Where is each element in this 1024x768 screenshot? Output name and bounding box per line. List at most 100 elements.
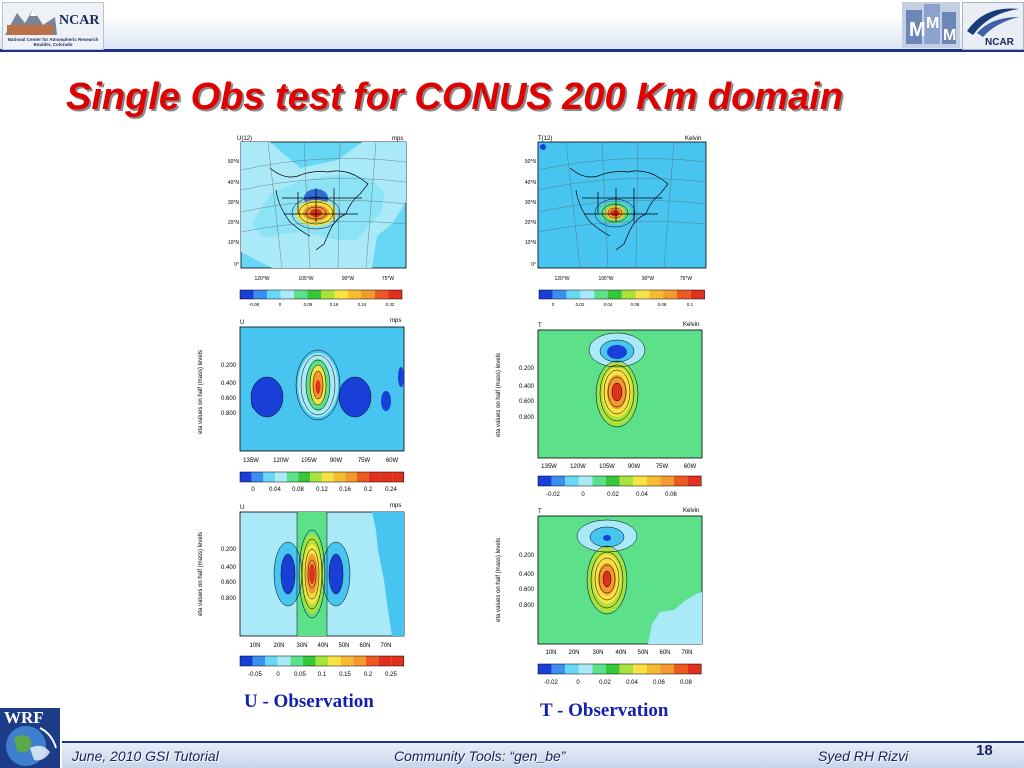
y-tick-label: 20°N <box>228 220 240 226</box>
y-tick-label: 0° <box>531 262 536 268</box>
t-observation-caption: T - Observation <box>540 700 669 721</box>
x-tick-label: 105°W <box>598 276 613 282</box>
y-tick-label: 30°N <box>525 200 537 206</box>
panel-units-label: mps <box>390 318 401 324</box>
colorbar-label: 0.1 <box>318 672 327 678</box>
slide-header <box>0 0 1024 52</box>
colorbar-label: 0 <box>576 680 580 686</box>
colorbar-label: 0.25 <box>385 672 397 678</box>
y-tick-label: 50°N <box>525 159 537 165</box>
u-lat-section-panel: U mps eta values on half (mass) levels 0… <box>192 500 412 682</box>
y-tick-label: 0.200 <box>519 366 535 372</box>
x-tick-label: 120W <box>570 464 586 470</box>
svg-text:M: M <box>909 19 926 41</box>
t-lat-section-figure: T Kelvin eta values on half (mass) level… <box>496 508 703 686</box>
x-tick-label: 60N <box>359 643 370 649</box>
x-tick-label: 75W <box>358 458 371 464</box>
y-axis-label: eta values on half (mass) levels <box>198 350 204 434</box>
footer-left-text: June, 2010 GSI Tutorial <box>72 748 219 764</box>
x-tick-label: 40N <box>615 650 626 656</box>
colorbar-label: 0.32 <box>386 302 395 307</box>
colorbar-label: 0.08 <box>292 487 304 493</box>
swoosh-icon <box>967 8 1019 37</box>
colorbar-label: 0.24 <box>385 487 397 493</box>
x-tick-label: 50N <box>637 650 648 656</box>
map-graticule <box>537 141 707 269</box>
colorbar-label: 0.2 <box>364 487 373 493</box>
colorbar-label: 0.08 <box>304 302 313 307</box>
svg-text:M: M <box>943 27 956 44</box>
y-tick-label: 0.400 <box>221 381 237 387</box>
positive-core-max <box>612 383 622 401</box>
contour-lines <box>250 349 372 421</box>
colorbar-label: 0.06 <box>665 492 677 498</box>
x-tick-label: 10N <box>249 643 260 649</box>
x-tick-label: 75°W <box>680 276 693 282</box>
panel-units-label: mps <box>392 136 403 142</box>
colorbar-label: 0 <box>581 492 585 498</box>
y-axis-label: eta values on half (mass) levels <box>496 353 502 437</box>
page-number: 18 <box>976 742 993 759</box>
y-tick-label: 0.600 <box>519 587 535 593</box>
colorbar-label: 0.04 <box>626 680 638 686</box>
x-tick-label: 120°W <box>554 276 569 282</box>
y-tick-label: 0.800 <box>221 596 237 602</box>
footer-right-text: Syed RH Rizvi <box>818 748 909 764</box>
x-tick-label: 30N <box>296 643 307 649</box>
slide-title: Single Obs test for CONUS 200 Km domain <box>66 76 844 118</box>
negative-core-min <box>603 535 611 541</box>
svg-text:M: M <box>926 15 939 32</box>
x-tick-label: 10N <box>545 650 556 656</box>
t-lon-section-panel: T Kelvin eta values on half (mass) level… <box>490 318 710 500</box>
y-tick-label: 40°N <box>525 180 537 186</box>
colorbar-label: 0.16 <box>339 487 351 493</box>
x-tick-label: 135W <box>243 458 259 464</box>
x-tick-label: 70N <box>380 643 391 649</box>
positive-core-max <box>603 571 611 587</box>
mountain-icon <box>5 9 57 35</box>
x-tick-label: 90°W <box>342 276 355 282</box>
mmm-icon: M M M <box>902 2 960 48</box>
y-tick-label: 0.200 <box>221 547 237 553</box>
positive-core-max <box>315 380 321 394</box>
x-tick-label: 60N <box>659 650 670 656</box>
x-tick-label: 120W <box>273 458 289 464</box>
colorbar-label: 0.04 <box>604 302 613 307</box>
x-tick-label: 70N <box>681 650 692 656</box>
negative-core <box>251 393 257 409</box>
colorbar-label: -0.08 <box>249 302 260 307</box>
positive-core-max <box>309 564 315 584</box>
negative-core <box>381 391 391 411</box>
header-divider <box>0 49 1024 52</box>
panel-units-label: Kelvin <box>683 508 699 514</box>
y-tick-label: 10°N <box>228 240 240 246</box>
u-observation-caption: U - Observation <box>244 691 374 712</box>
panel-var-label: U <box>240 505 244 511</box>
panel-var-label: T <box>538 509 542 515</box>
wrf-logo-text: WRF <box>4 708 44 727</box>
x-tick-label: 135W <box>541 464 557 470</box>
colorbar-label: 0.12 <box>316 487 328 493</box>
x-tick-label: 60W <box>386 458 399 464</box>
negative-core <box>398 367 404 387</box>
colorbar <box>239 471 405 483</box>
y-tick-label: 0.400 <box>519 384 535 390</box>
map-coastlines <box>569 167 669 251</box>
colorbar <box>537 475 702 487</box>
y-tick-label: 0.800 <box>221 411 237 417</box>
y-tick-label: 0.400 <box>221 565 237 571</box>
colorbar <box>239 655 405 667</box>
y-tick-label: 20°N <box>525 220 537 226</box>
panel-units-label: mps <box>390 503 401 509</box>
u-map-figure: U(12) mps 50°N 40°N 30°N 20°N 10°N 0° <box>228 136 407 307</box>
colorbar-label: 0.24 <box>358 302 367 307</box>
y-tick-label: 50°N <box>228 159 240 165</box>
y-tick-label: 0° <box>234 262 239 268</box>
ncar-logo-subtext: National Center for Atmospheric Research… <box>7 37 99 47</box>
panel-units-label: Kelvin <box>683 322 699 328</box>
y-tick-label: 0.800 <box>519 603 535 609</box>
colorbar-label: 0.16 <box>330 302 339 307</box>
x-tick-label: 105W <box>599 464 615 470</box>
negative-core <box>540 144 546 150</box>
y-tick-label: 40°N <box>228 180 240 186</box>
